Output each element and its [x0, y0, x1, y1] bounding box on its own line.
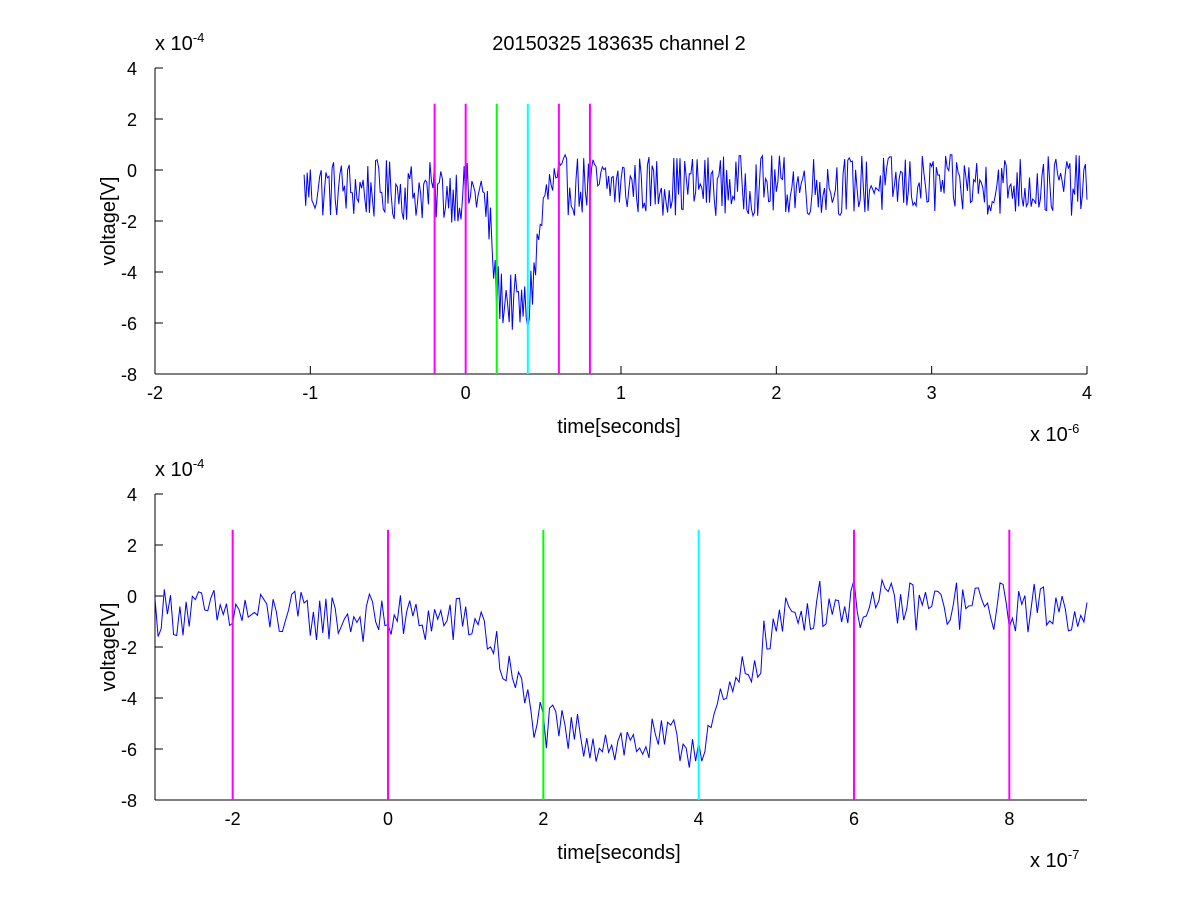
- y-multiplier: x 10-4: [155, 456, 204, 481]
- y-tick-label: 2: [127, 110, 137, 130]
- y-axis-label: voltage[V]: [98, 177, 120, 266]
- figure-title: 20150325 183635 channel 2: [492, 33, 746, 55]
- y-tick-label: -6: [121, 314, 137, 334]
- y-tick-label: -8: [121, 365, 137, 385]
- x-tick-label: 6: [849, 809, 859, 829]
- x-tick-label: 8: [1004, 809, 1014, 829]
- x-tick-label: -2: [225, 809, 241, 829]
- y-tick-label: 2: [127, 536, 137, 556]
- x-tick-label: 0: [461, 383, 471, 403]
- x-tick-label: 1: [616, 383, 626, 403]
- x-tick-label: 2: [771, 383, 781, 403]
- x-multiplier: x 10-7: [1030, 847, 1079, 872]
- x-tick-label: 4: [694, 809, 704, 829]
- x-axis-label: time[seconds]: [557, 842, 680, 864]
- x-tick-label: 4: [1082, 383, 1092, 403]
- y-tick-label: 0: [127, 161, 137, 181]
- y-tick-label: 4: [127, 59, 137, 79]
- bottom-plot: -2 0 2 4 6 8 -8 -6 -4 -2 0 2 4 time[seconds] voltage[V…: [98, 456, 1088, 872]
- x-tick-label: -2: [147, 383, 163, 403]
- y-tick-label: -4: [121, 263, 137, 283]
- x-tick-label: 3: [927, 383, 937, 403]
- x-tick-label: -1: [302, 383, 318, 403]
- x-tick-label: 0: [383, 809, 393, 829]
- y-tick-label: -6: [121, 740, 137, 760]
- x-multiplier: x 10-6: [1030, 421, 1079, 446]
- plot-area: [155, 68, 1087, 374]
- y-tick-label: -2: [121, 212, 137, 232]
- top-plot: -2 -1 0 1 2 3 4 -8 -6 -4 -2 0 2 4 time[seconds] voltage…: [98, 30, 1092, 446]
- y-tick-label: -4: [121, 689, 137, 709]
- y-axis-label: voltage[V]: [98, 603, 120, 692]
- y-multiplier: x 10-4: [155, 30, 204, 55]
- plot-area: [155, 494, 1087, 800]
- y-tick-label: 0: [127, 587, 137, 607]
- y-tick-label: 4: [127, 485, 137, 505]
- x-axis-label: time[seconds]: [557, 416, 680, 438]
- y-tick-label: -2: [121, 638, 137, 658]
- signal-series-line: [154, 578, 1088, 768]
- y-tick-label: -8: [121, 791, 137, 811]
- x-tick-label: 2: [538, 809, 548, 829]
